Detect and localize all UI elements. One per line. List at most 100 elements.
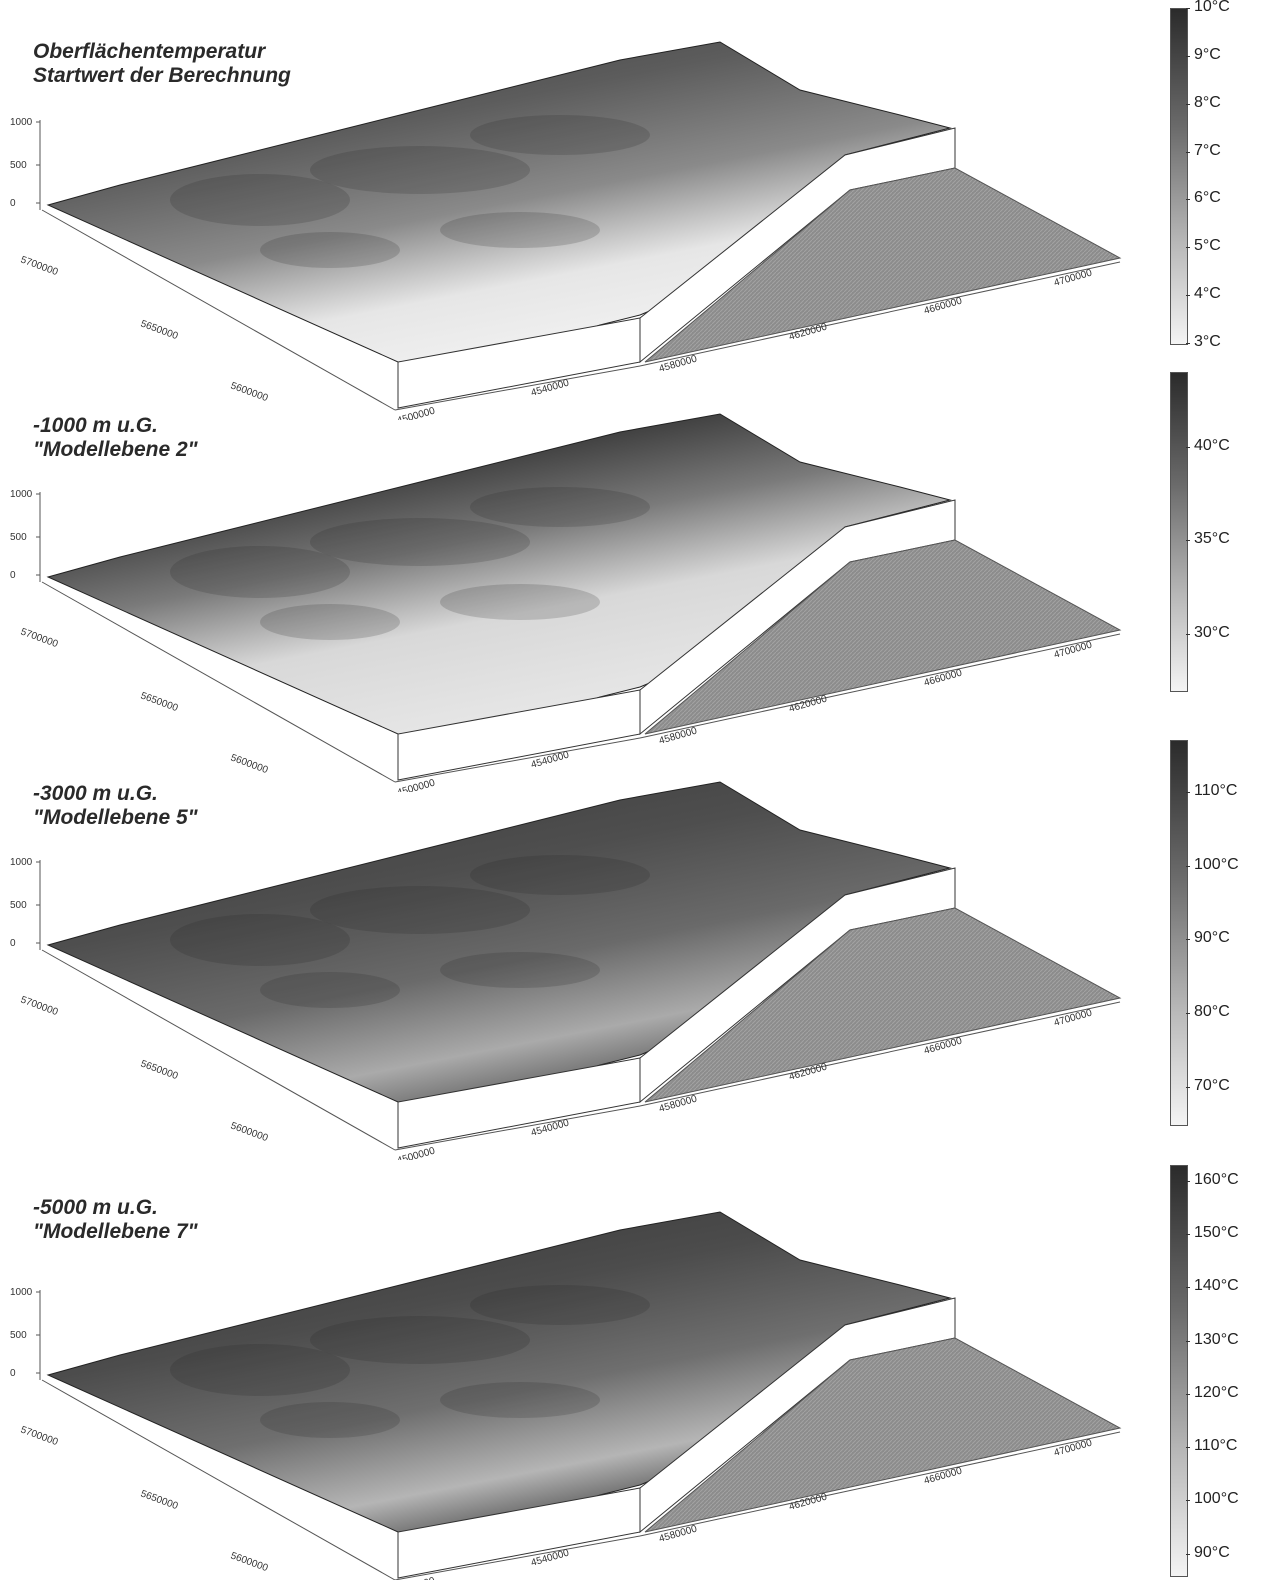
panel-title: -1000 m u.G. "Modellebene 2": [33, 414, 198, 462]
legend-label: 7°C: [1194, 141, 1221, 159]
legend-label: 8°C: [1194, 93, 1221, 111]
panel-title: -5000 m u.G. "Modellebene 7": [33, 1196, 198, 1244]
legend-label: 10°C: [1194, 0, 1230, 15]
legend-tick: [1186, 151, 1190, 153]
terrain-shade-blob: [260, 972, 400, 1008]
panel-title-line: -5000 m u.G.: [33, 1196, 158, 1219]
z-axis-tick-label: 0: [10, 570, 16, 581]
terrain-shade-blob: [170, 174, 350, 226]
legend-label: 100°C: [1194, 855, 1239, 873]
temperature-panel-1: 1000 500 0 5700000 5650000 5600000 4500000 4540…: [0, 0, 1274, 420]
color-scale-bar: [1170, 1165, 1188, 1577]
temperature-panel-4: 1000500057000005650000560000045000004540…: [0, 1160, 1274, 1580]
y-axis-tick-label: 5650000: [139, 1058, 180, 1082]
y-axis-tick-label: 5600000: [229, 1550, 270, 1574]
legend-label: 90°C: [1194, 929, 1230, 947]
legend-tick: [1186, 199, 1190, 201]
legend-label: 35°C: [1194, 530, 1230, 548]
z-axis-tick-label: 500: [10, 160, 27, 171]
legend-label: 80°C: [1194, 1003, 1230, 1021]
legend-tick: [1186, 939, 1190, 941]
legend-tick: [1186, 55, 1190, 57]
legend-label: 100°C: [1194, 1490, 1239, 1508]
terrain-3d-surface: 1000500057000005650000560000045000004540…: [10, 41, 1122, 420]
terrain-base-plane: [644, 539, 1122, 735]
legend-tick: [1186, 103, 1190, 105]
legend-tick: [1186, 1393, 1190, 1395]
terrain-base-plane: [644, 907, 1122, 1103]
terrain-3d-surface: 1000500057000005650000560000045000004540…: [10, 1211, 1122, 1580]
z-axis-tick-label: 1000: [10, 857, 33, 868]
legend-label: 160°C: [1194, 1170, 1239, 1188]
legend-tick: [1186, 446, 1190, 448]
terrain-3d-surface: 1000500057000005650000560000045000004540…: [10, 413, 1122, 792]
legend-label: 90°C: [1194, 1543, 1230, 1561]
color-scale-bar: [1170, 740, 1188, 1126]
z-axis-tick-label: 1000: [10, 489, 33, 500]
legend-tick: [1186, 343, 1190, 344]
legend-label: 70°C: [1194, 1077, 1230, 1095]
legend-tick: [1186, 791, 1190, 793]
legend-tick: [1186, 1287, 1190, 1289]
legend-tick: [1186, 1234, 1190, 1236]
terrain-shade-blob: [470, 487, 650, 527]
terrain-shade-blob: [440, 212, 600, 248]
panel-title-line: "Modellebene 2": [33, 438, 198, 461]
legend-tick: [1186, 1340, 1190, 1342]
terrain-shade-blob: [440, 584, 600, 620]
temperature-panel-3: 1000 500 0 5700000 5650000 5600000 4500000 4540…: [0, 740, 1274, 1160]
panel-title-line: Startwert der Berechnung: [33, 64, 291, 87]
legend-label: 4°C: [1194, 285, 1221, 303]
legend-tick: [1186, 1500, 1190, 1502]
legend-label: 110°C: [1194, 781, 1238, 799]
legend-tick: [1186, 1553, 1190, 1555]
panel-title-line: "Modellebene 7": [33, 1220, 198, 1243]
legend-tick: [1186, 1180, 1190, 1182]
legend-tick: [1186, 1087, 1190, 1089]
legend-tick: [1186, 1447, 1190, 1449]
terrain-shade-blob: [260, 232, 400, 268]
legend-tick: [1186, 633, 1190, 635]
panel-title: -3000 m u.G. "Modellebene 5": [33, 782, 198, 830]
z-axis-tick-label: 500: [10, 900, 27, 911]
y-axis-tick-label: 5650000: [139, 690, 180, 714]
legend-label: 6°C: [1194, 189, 1221, 207]
legend-tick: [1186, 540, 1190, 542]
color-scale-bar: [1170, 8, 1188, 345]
terrain-base-plane: [644, 1337, 1122, 1533]
terrain-shade-blob: [440, 952, 600, 988]
z-axis-tick-label: 500: [10, 1330, 27, 1341]
legend-label: 120°C: [1194, 1383, 1239, 1401]
terrain-shade-blob: [470, 1285, 650, 1325]
z-axis-tick-label: 500: [10, 532, 27, 543]
legend-label: 150°C: [1194, 1224, 1239, 1242]
y-axis-tick-label: 5700000: [19, 254, 60, 278]
legend-label: 40°C: [1194, 436, 1230, 454]
legend-label: 110°C: [1194, 1437, 1238, 1455]
y-axis-tick-label: 5700000: [19, 1424, 60, 1448]
terrain-shade-blob: [170, 914, 350, 966]
terrain-shade-blob: [310, 1316, 530, 1364]
legend-tick: [1186, 865, 1190, 867]
terrain-base-plane: [644, 167, 1122, 363]
temperature-panel-2: 1000 500 0 5700000 5650000 5600000 4500000 4540…: [0, 372, 1274, 792]
terrain-shade-blob: [310, 518, 530, 566]
terrain-shade-blob: [310, 146, 530, 194]
y-axis-tick-label: 5650000: [139, 1488, 180, 1512]
color-scale-bar: [1170, 372, 1188, 692]
legend-tick: [1186, 247, 1190, 249]
z-axis-tick-label: 1000: [10, 1287, 33, 1298]
y-axis-tick-label: 5700000: [19, 994, 60, 1018]
panel-title: Oberflächentemperatur Startwert der Berec…: [33, 40, 291, 88]
panel-title-line: "Modellebene 5": [33, 806, 198, 829]
legend-label: 3°C: [1194, 333, 1221, 350]
z-axis-tick-label: 0: [10, 1368, 16, 1379]
terrain-shade-blob: [470, 115, 650, 155]
panel-title-line: Oberflächentemperatur: [33, 40, 266, 63]
legend-label: 30°C: [1194, 623, 1230, 641]
z-axis-tick-label: 0: [10, 938, 16, 949]
y-axis-tick-label: 5700000: [19, 626, 60, 650]
legend-tick: [1186, 8, 1190, 9]
z-axis-tick-label: 1000: [10, 117, 33, 128]
terrain-shade-blob: [170, 546, 350, 598]
